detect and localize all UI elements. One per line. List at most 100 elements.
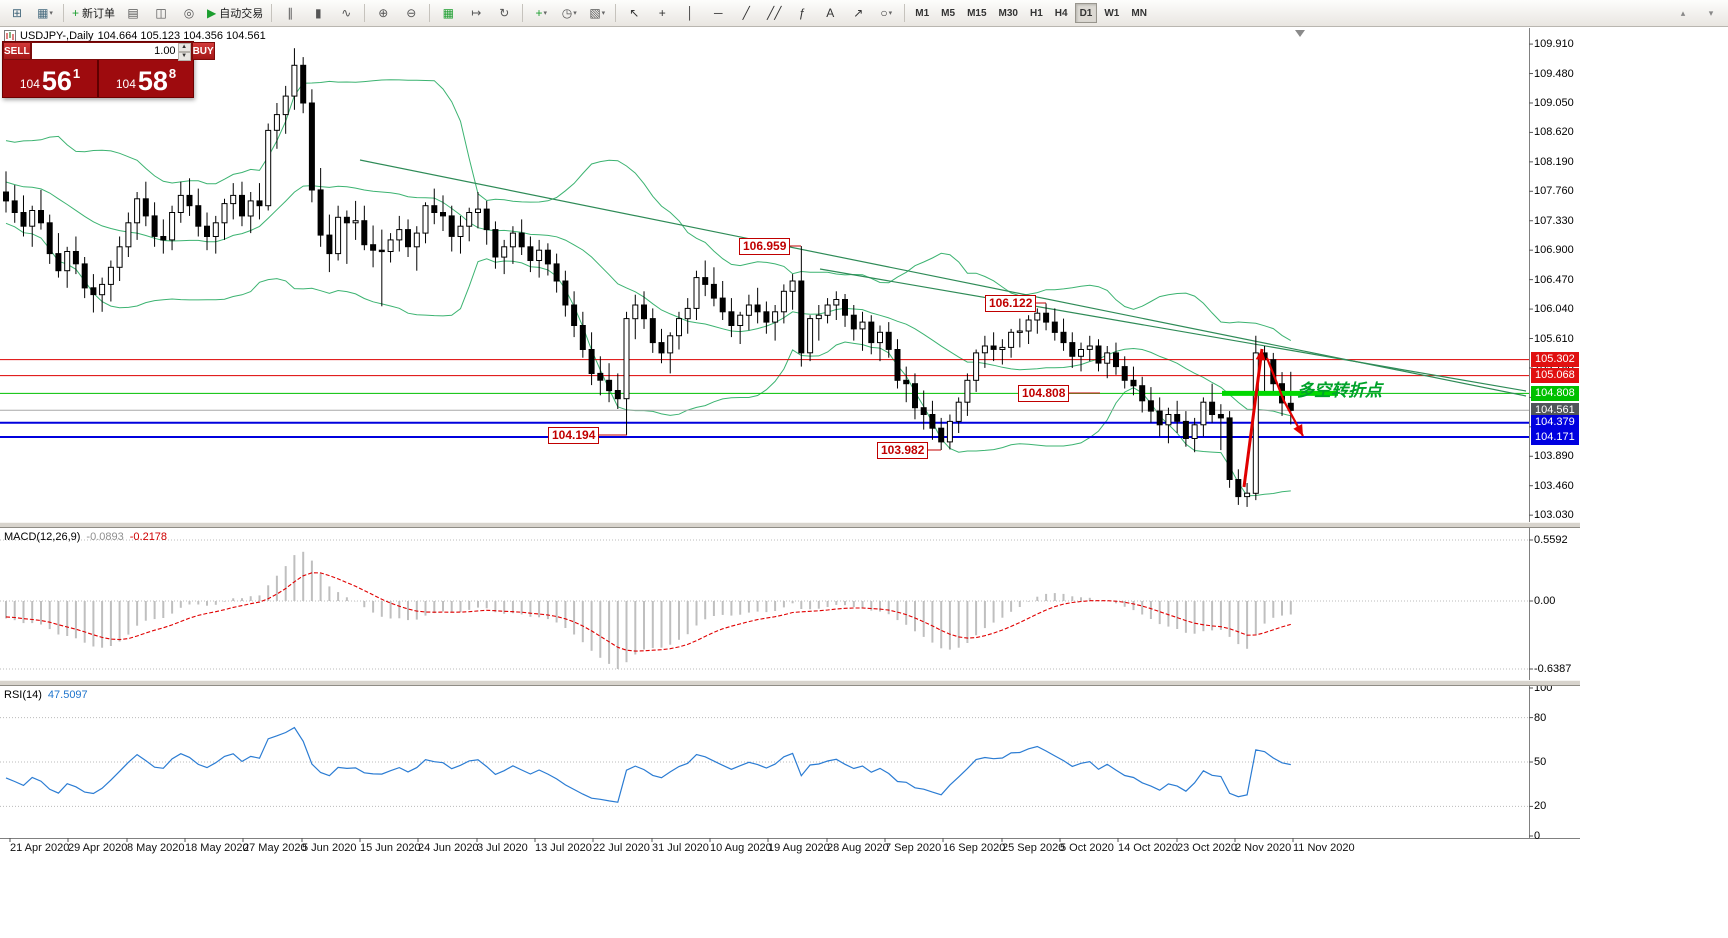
time-axis-label: 21 Apr 2020 xyxy=(10,842,70,854)
crosshair-icon[interactable]: + xyxy=(649,2,675,25)
rsi-indicator-label: RSI(14) 47.5097 xyxy=(4,689,88,701)
volume-down-icon[interactable]: ▼ xyxy=(177,52,191,61)
print-icon[interactable]: ▤ xyxy=(120,2,146,25)
text-icon[interactable]: A xyxy=(817,2,843,25)
sell-button[interactable]: SELL xyxy=(3,42,31,60)
zoom-in-icon[interactable]: ⊕ xyxy=(370,2,396,25)
price-axis-label: 108.190 xyxy=(1534,155,1574,168)
timeframe-m30[interactable]: M30 xyxy=(998,7,1018,19)
macd-axis-label: -0.6387 xyxy=(1534,663,1572,675)
price-tag-resistance-2: 105.068 xyxy=(1531,368,1579,384)
timeframe-m15[interactable]: M15 xyxy=(967,7,987,19)
cursor-icon[interactable]: ↖ xyxy=(621,2,647,25)
options-icon[interactable]: ◎ xyxy=(176,2,202,25)
price-annotation[interactable]: 104.194 xyxy=(548,427,600,444)
new-order-button[interactable]: + 新订单 xyxy=(69,2,118,25)
indicators-icon: + xyxy=(535,6,543,20)
fibonacci-icon[interactable]: ƒ xyxy=(789,2,815,25)
macd-name: MACD(12,26,9) xyxy=(4,531,81,543)
panel-splitter-macd[interactable] xyxy=(0,522,1580,528)
time-axis-label: 14 Oct 2020 xyxy=(1118,842,1178,854)
toolbar-separator xyxy=(615,4,617,22)
indicators-icon[interactable]: + ▾ xyxy=(528,2,554,25)
timeframe-mn[interactable]: MN xyxy=(1131,7,1147,19)
toolbar-right-group: ▴ ▾ xyxy=(1669,2,1725,25)
time-axis-label: 19 Aug 2020 xyxy=(768,842,830,854)
ask-price[interactable]: 104 58 8 xyxy=(99,60,193,97)
time-axis-label: 18 May 2020 xyxy=(185,842,249,854)
new-chart-icon[interactable]: ⊞ xyxy=(4,2,30,25)
vertical-line-icon: │ xyxy=(686,6,695,20)
rsi-name: RSI(14) xyxy=(4,689,42,701)
price-annotation[interactable]: 106.122 xyxy=(985,295,1037,312)
timeframe-w1[interactable]: W1 xyxy=(1104,7,1120,19)
arrows-icon[interactable]: ↗ xyxy=(845,2,871,25)
profiles-icon: ▦ xyxy=(37,6,49,20)
zoom-out-icon: ⊖ xyxy=(406,6,417,20)
macd-axis-label: 0.00 xyxy=(1534,595,1556,607)
timeframe-h1[interactable]: H1 xyxy=(1029,7,1043,19)
time-axis-label: 11 Nov 2020 xyxy=(1293,842,1355,854)
timeframe-m1[interactable]: M1 xyxy=(915,7,930,19)
price-axis-label: 103.890 xyxy=(1534,450,1574,463)
volume-input[interactable] xyxy=(31,43,178,59)
cursor-icon: ↖ xyxy=(629,6,640,20)
rsi-axis-label: 80 xyxy=(1534,711,1547,724)
bid-prefix: 104 xyxy=(19,77,40,91)
chart-symbol-period: USDJPY-,Daily xyxy=(20,30,94,42)
new-order-button-label: 新订单 xyxy=(82,8,116,20)
bar-chart-icon[interactable]: ∥ xyxy=(277,2,303,25)
new-chart-icon: ⊞ xyxy=(11,6,23,20)
rsi-axis-label: 0 xyxy=(1534,830,1541,842)
print-preview-icon[interactable]: ◫ xyxy=(148,2,174,25)
templates-icon[interactable]: ▧ ▾ xyxy=(584,2,610,25)
time-axis-label: 15 Jun 2020 xyxy=(360,842,421,854)
trendline-icon: ╱ xyxy=(742,6,750,20)
vertical-line-icon[interactable]: │ xyxy=(677,2,703,25)
price-annotation[interactable]: 106.959 xyxy=(739,238,791,255)
trendline-icon[interactable]: ╱ xyxy=(733,2,759,25)
timeframe-h4[interactable]: H4 xyxy=(1054,7,1068,19)
channel-icon[interactable]: ╱╱ xyxy=(761,2,787,25)
time-axis-label: 25 Sep 2020 xyxy=(1002,842,1065,854)
price-axis-label: 103.030 xyxy=(1534,509,1574,522)
timeframe-m5[interactable]: M5 xyxy=(941,7,956,19)
ask-prefix: 104 xyxy=(115,77,136,91)
buy-button[interactable]: BUY xyxy=(191,42,215,60)
horizontal-line-icon[interactable]: ─ xyxy=(705,2,731,25)
chart-shift-icon[interactable]: ↦ xyxy=(463,2,489,25)
time-axis-label: 7 Sep 2020 xyxy=(885,842,942,854)
toolbar-separator xyxy=(364,4,366,22)
timeframe-d1[interactable]: D1 xyxy=(1074,3,1098,23)
bid-price[interactable]: 104 56 1 xyxy=(3,60,99,97)
main-toolbar: ⊞ ▦ ▾ + 新订单 ▤ ◫ ◎ ▶ 自动交易 ∥ ▮ ∿ ⊕ ⊖ ▦ ↦ ↻ + ▾ ◷ ▾ ▧ ▾ ↖ + │ ─ ╱ ╱╱ ƒ A ↗ ○… xyxy=(0,0,1728,27)
macd-axis-label: 0.5592 xyxy=(1534,534,1568,546)
time-axis-label: 2 Nov 2020 xyxy=(1235,842,1292,854)
autotrading-button-label: 自动交易 xyxy=(219,8,264,20)
zoom-out-icon[interactable]: ⊖ xyxy=(398,2,424,25)
volume-up-icon[interactable]: ▲ xyxy=(177,43,191,52)
price-axis-label: 103.460 xyxy=(1534,479,1574,492)
periods-icon[interactable]: ◷ ▾ xyxy=(556,2,582,25)
price-annotation[interactable]: 104.808 xyxy=(1018,385,1070,402)
tile-windows-icon[interactable]: ▦ xyxy=(435,2,461,25)
turning-point-label[interactable]: 多空转折点 xyxy=(1297,381,1382,400)
candlestick-icon[interactable]: ▮ xyxy=(305,2,331,25)
autotrading-button[interactable]: ▶ 自动交易 xyxy=(204,2,266,25)
print-preview-icon: ◫ xyxy=(155,6,167,20)
rsi-axis-label: 20 xyxy=(1534,800,1547,813)
line-chart-icon[interactable]: ∿ xyxy=(333,2,359,25)
price-axis-label: 109.050 xyxy=(1534,96,1574,109)
shapes-icon: ○ xyxy=(880,6,888,20)
horizontal-line-icon: ─ xyxy=(713,6,723,20)
price-axis-label: 107.330 xyxy=(1534,214,1574,227)
auto-scroll-icon[interactable]: ↻ xyxy=(491,2,517,25)
price-annotation[interactable]: 103.982 xyxy=(877,442,929,459)
toolbar-more-icon[interactable]: ▾ xyxy=(1708,7,1714,18)
shapes-icon[interactable]: ○ ▾ xyxy=(873,2,899,25)
toolbar-collapse-icon[interactable]: ▴ xyxy=(1680,7,1686,18)
panel-splitter-rsi[interactable] xyxy=(0,680,1580,686)
profiles-icon[interactable]: ▦ ▾ xyxy=(32,2,58,25)
